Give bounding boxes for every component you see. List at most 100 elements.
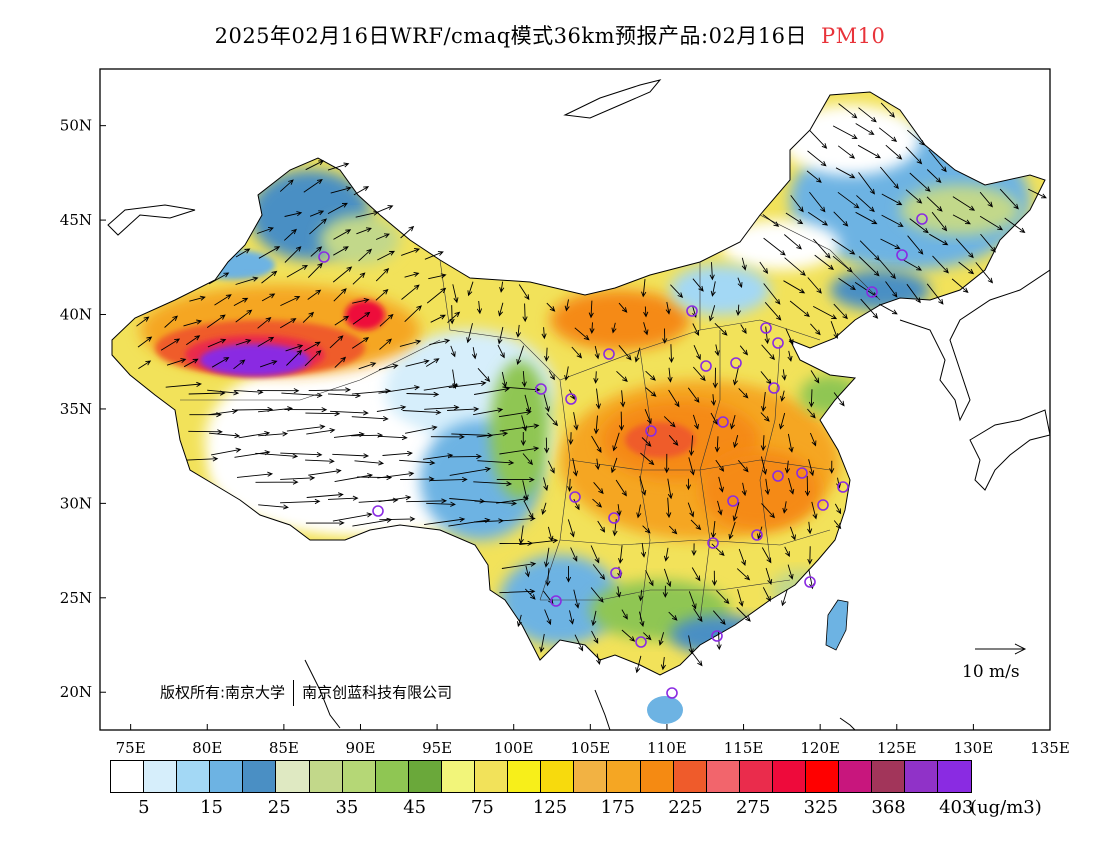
wind-vector <box>807 546 813 565</box>
site-marker <box>896 249 908 261</box>
wind-vector <box>211 447 242 456</box>
wind-vector <box>666 497 672 519</box>
wind-vector <box>714 344 720 357</box>
site-marker <box>608 512 620 524</box>
wind-vector <box>807 211 829 226</box>
wind-vector <box>452 284 459 304</box>
colorbar-swatch <box>839 761 873 792</box>
wind-vector <box>855 123 875 135</box>
wind-vector <box>382 450 413 457</box>
wind-vector <box>448 380 487 388</box>
site-marker <box>772 337 784 349</box>
wind-vector <box>597 520 606 533</box>
wind-vector <box>376 405 407 412</box>
wind-vector <box>496 496 529 504</box>
wind-vector <box>546 302 556 312</box>
site-marker <box>717 416 729 428</box>
coastlines <box>107 79 1050 730</box>
wind-vector <box>593 482 604 495</box>
wind-vector <box>522 453 533 466</box>
wind-vector <box>711 543 725 557</box>
wind-vector <box>351 416 389 422</box>
wind-vector <box>926 169 942 184</box>
wind-vector <box>426 501 456 507</box>
wind-vector <box>541 327 547 340</box>
wind-reference-label: 10 m/s <box>962 662 1020 682</box>
wind-vector <box>611 322 617 334</box>
colorbar-swatch <box>805 761 840 792</box>
wind-vector <box>498 409 532 418</box>
wind-vector <box>188 429 223 435</box>
wind-vector <box>857 144 881 159</box>
wind-vector <box>932 255 949 274</box>
colorbar-label: 125 <box>532 797 568 818</box>
wind-vector <box>430 476 468 483</box>
wind-vector <box>425 358 440 367</box>
wind-vector <box>708 305 716 322</box>
wind-vector <box>329 335 344 349</box>
wind-vector <box>785 328 794 346</box>
wind-vector <box>476 300 483 315</box>
wind-vector <box>358 248 373 262</box>
wind-vector <box>730 414 736 430</box>
wind-vector <box>929 233 949 246</box>
wind-vector <box>279 318 297 329</box>
wind-vector <box>183 319 203 327</box>
wind-vector <box>379 338 392 350</box>
title-pollutant: PM10 <box>821 24 886 48</box>
wind-vector <box>593 371 599 384</box>
wind-vector <box>618 302 628 313</box>
wind-vector <box>351 388 392 395</box>
wind-vector <box>305 458 335 464</box>
wind-vector <box>310 246 323 257</box>
wind-vector <box>716 590 730 605</box>
wind-vector <box>781 589 788 607</box>
colorbar-swatch <box>541 761 575 792</box>
wind-vector <box>548 370 555 381</box>
wind-vector <box>376 205 394 213</box>
wind-vector <box>787 564 794 580</box>
monitoring-sites <box>318 213 928 699</box>
colorbar-label: 75 <box>470 797 494 818</box>
wind-vector <box>836 477 842 489</box>
wind-vector <box>640 543 647 558</box>
colorbar-label: 368 <box>871 797 906 818</box>
wind-vector <box>692 323 700 337</box>
wind-vector <box>807 277 822 294</box>
wind-vector <box>806 170 822 183</box>
wind-vector <box>980 233 996 253</box>
colorbar-label: 275 <box>735 797 771 818</box>
wind-vector <box>738 388 749 399</box>
wind-vector <box>255 452 299 459</box>
wind-vector <box>638 611 645 628</box>
site-marker <box>569 491 581 503</box>
wind-vector <box>688 635 694 655</box>
wind-vector <box>763 237 786 256</box>
wind-vector <box>236 471 274 478</box>
wind-vector <box>711 570 718 587</box>
wind-vector <box>926 196 943 212</box>
wind-vector <box>643 306 649 318</box>
wind-vector <box>880 102 896 118</box>
wind-vector <box>307 262 323 278</box>
wind-vector <box>616 586 622 598</box>
wind-vector <box>447 406 480 412</box>
wind-vector <box>832 255 853 273</box>
wind-vector <box>377 435 408 441</box>
wind-vector <box>833 303 848 320</box>
wind-vector <box>426 287 447 304</box>
wind-vector <box>378 495 412 503</box>
wind-vector <box>333 288 347 302</box>
wind-vector <box>430 314 446 323</box>
wind-vector <box>428 273 447 280</box>
colorbar-swatch <box>342 761 376 792</box>
colorbar-swatch <box>508 761 542 792</box>
wind-vector <box>497 344 505 359</box>
wind-vector <box>591 435 602 454</box>
wind-vector <box>592 564 606 581</box>
wind-vector <box>905 146 923 165</box>
wind-vector <box>308 387 351 393</box>
wind-vector <box>166 358 187 366</box>
wind-vector <box>573 412 579 431</box>
wind-vector <box>645 370 656 381</box>
